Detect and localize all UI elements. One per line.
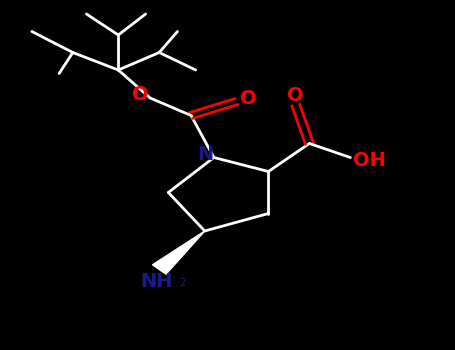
Text: O: O	[132, 85, 148, 104]
Text: OH: OH	[353, 152, 386, 170]
Text: $_2$: $_2$	[179, 275, 187, 289]
Text: NH: NH	[141, 272, 173, 291]
Text: N: N	[197, 145, 214, 163]
Text: O: O	[240, 89, 256, 107]
Polygon shape	[152, 231, 205, 274]
Text: O: O	[287, 86, 303, 105]
